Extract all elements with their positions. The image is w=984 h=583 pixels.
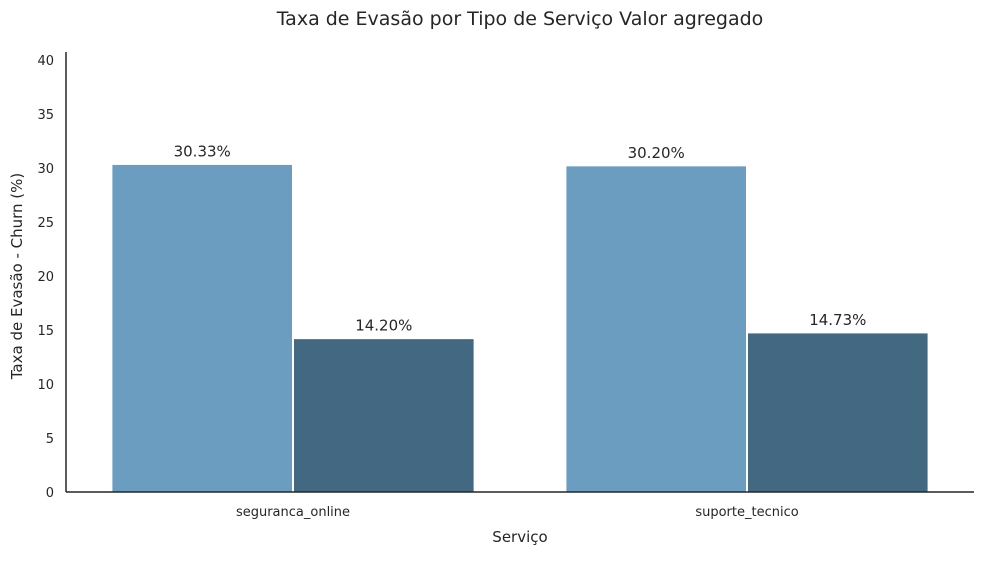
chart-title: Taxa de Evasão por Tipo de Serviço Valor…: [276, 8, 764, 30]
bars-group: 30.33% 14.20% 30.20% 14.73%: [111, 142, 929, 493]
y-tick-label: 15: [37, 324, 54, 339]
bar: [293, 338, 475, 493]
bar: [565, 165, 748, 493]
y-axis-ticks: 0 5 10 15 20 25 30 35 40: [37, 54, 54, 501]
bar-value-label: 30.20%: [628, 144, 685, 162]
y-tick-label: 10: [37, 378, 54, 393]
bar-value-label: 14.20%: [355, 317, 412, 335]
y-tick-label: 35: [37, 108, 54, 123]
y-axis-label: Taxa de Evasão - Churn (%): [8, 173, 26, 381]
y-tick-label: 5: [46, 432, 54, 447]
y-tick-label: 30: [37, 162, 54, 177]
y-tick-label: 20: [37, 270, 54, 285]
x-axis-ticks: seguranca_online suporte_tecnico: [236, 505, 799, 520]
y-tick-label: 25: [37, 216, 54, 231]
bar-value-label: 30.33%: [174, 142, 231, 160]
x-axis-label: Serviço: [492, 528, 547, 546]
category-label: suporte_tecnico: [695, 505, 798, 520]
bar: [747, 332, 929, 493]
bar: [111, 163, 294, 493]
category-label: seguranca_online: [236, 505, 350, 520]
y-tick-label: 40: [37, 54, 54, 69]
bar-value-label: 14.73%: [809, 311, 866, 329]
y-tick-label: 0: [46, 486, 54, 501]
